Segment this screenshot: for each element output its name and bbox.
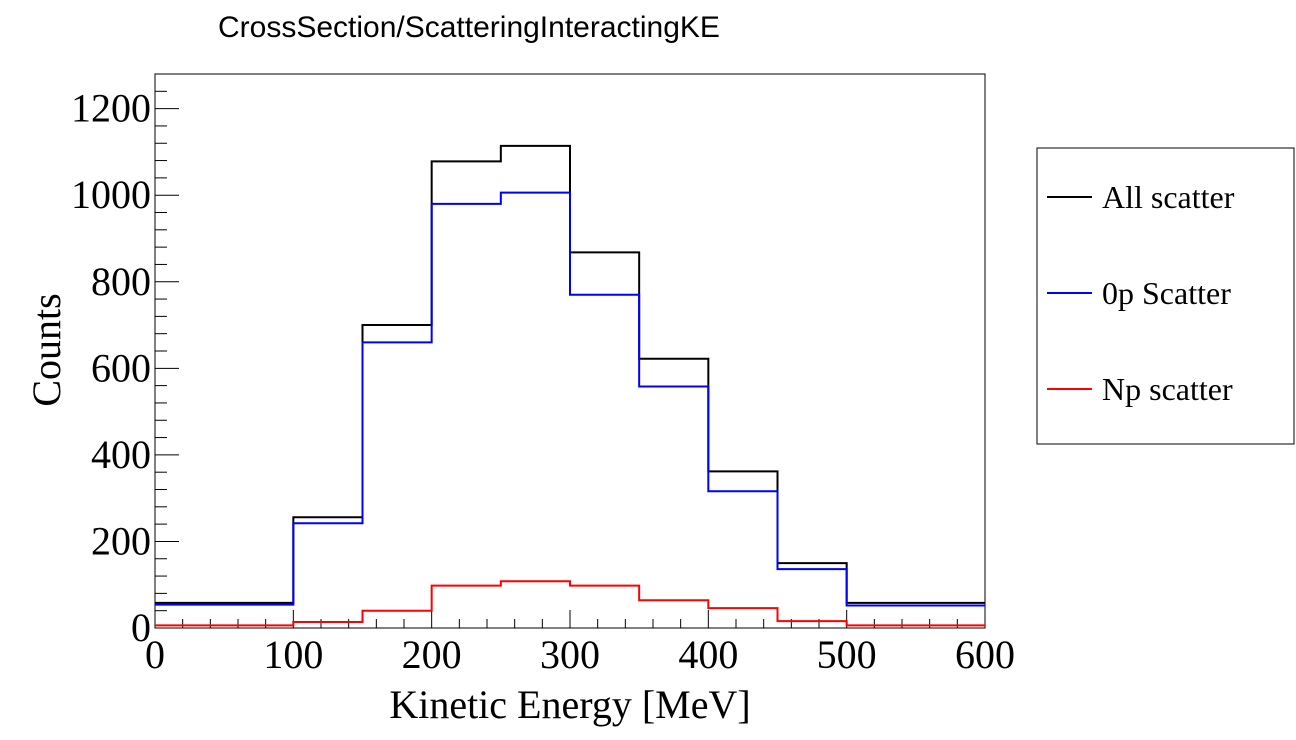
y-tick-label: 400: [91, 432, 151, 477]
data-series: [155, 144, 985, 627]
y-tick-label: 600: [91, 345, 151, 390]
y-tick-label: 800: [91, 259, 151, 304]
y-tick-label: 200: [91, 518, 151, 563]
x-tick-label: 600: [955, 632, 1015, 677]
x-tick-label: 100: [263, 632, 323, 677]
x-tick-label: 500: [817, 632, 877, 677]
y-tick-label: 1000: [71, 172, 151, 217]
chart-title: CrossSection/ScatteringInteractingKE: [218, 11, 720, 44]
y-tick-label: 0: [131, 605, 151, 650]
series-line-np-scatter: [155, 580, 985, 627]
legend-label: All scatter: [1102, 179, 1235, 215]
y-tick-label: 1200: [71, 86, 151, 131]
legend: All scatter 0p Scatter Np scatter: [1036, 147, 1295, 445]
legend-label: 0p Scatter: [1102, 275, 1231, 311]
x-tick-label: 0: [145, 632, 165, 677]
tick-labels: 0 100 200 300 400 500 600 0 200 400 600 800 1000 1200: [71, 86, 1015, 677]
x-axis-label: Kinetic Energy [MeV]: [389, 682, 750, 727]
legend-label: Np scatter: [1102, 371, 1233, 407]
x-tick-label: 200: [402, 632, 462, 677]
x-tick-label: 400: [678, 632, 738, 677]
x-tick-label: 300: [540, 632, 600, 677]
series-line-0p-scatter: [155, 191, 985, 607]
axis-ticks: [154, 73, 986, 629]
y-axis-label: Counts: [24, 293, 69, 406]
